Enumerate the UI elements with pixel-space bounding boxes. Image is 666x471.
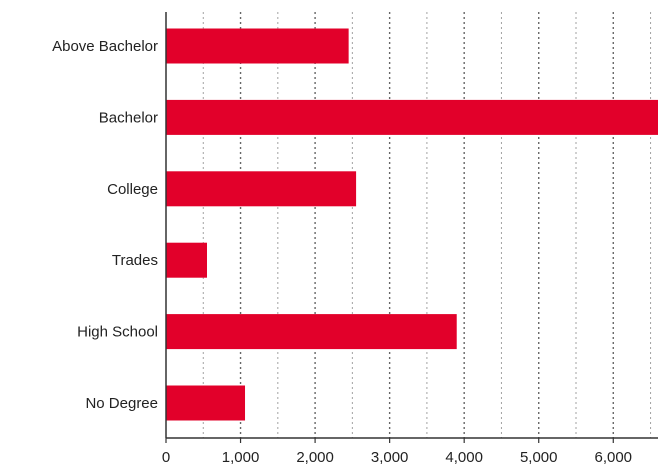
bar-bachelor [166,99,658,135]
axes [165,12,658,443]
x-tick-label: 3,000 [371,449,409,466]
bar-above-bachelor [166,28,349,64]
category-label: College [107,181,158,198]
category-label: Above Bachelor [52,38,158,55]
x-tick-label: 0 [162,449,170,466]
x-tick-label: 4,000 [445,449,483,466]
bar-no-degree [166,385,246,421]
x-tick-label: 1,000 [222,449,260,466]
bar-high-school [166,314,457,350]
x-tick-labels: 0 1,000 2,000 3,000 4,000 5,000 6,000 [162,449,632,466]
bar-trades [166,242,207,278]
category-label: No Degree [85,395,158,412]
x-tick-label: 2,000 [296,449,334,466]
bars [166,28,658,421]
category-label: High School [77,324,158,341]
x-tick-label: 6,000 [594,449,632,466]
category-label: Trades [112,252,158,269]
bar-college [166,171,357,207]
grid-lines [202,12,652,438]
category-labels: Above Bachelor Bachelor College Trades High … [52,38,158,412]
x-tick-label: 5,000 [520,449,558,466]
category-label: Bachelor [99,109,158,126]
